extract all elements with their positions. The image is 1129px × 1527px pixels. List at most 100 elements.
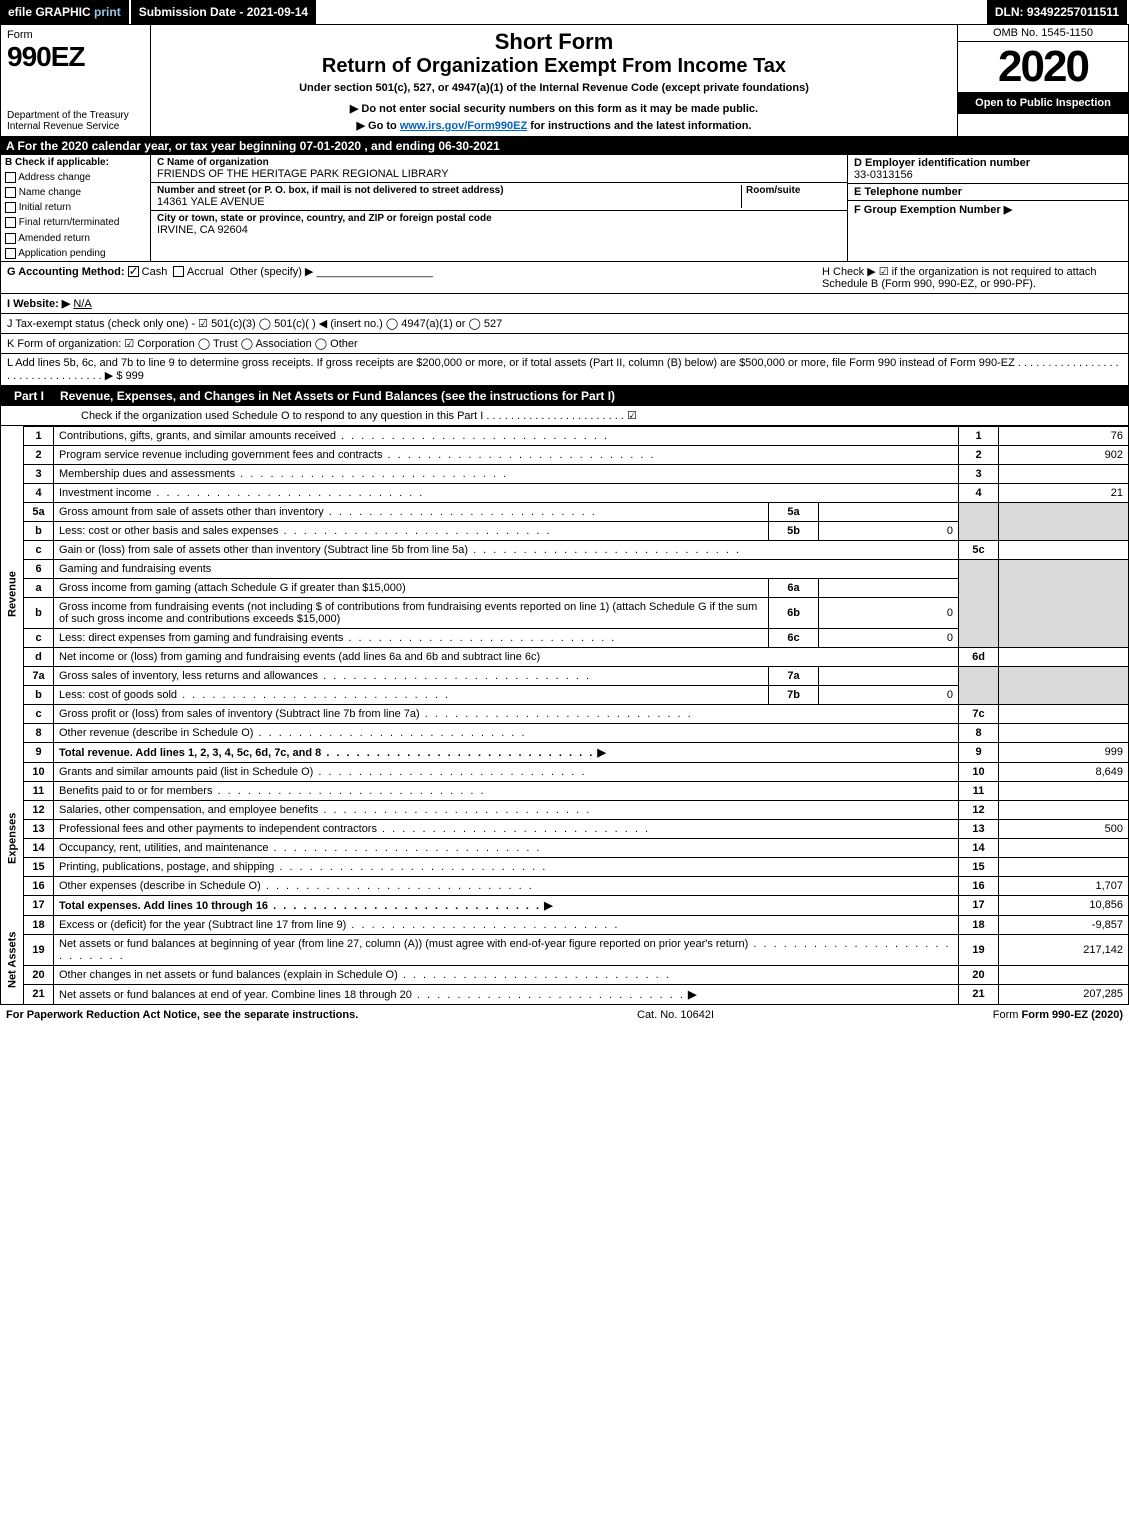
chk-amended-return[interactable]: Amended return xyxy=(1,231,150,246)
e11-amt xyxy=(999,781,1129,800)
r6b-d: Gross income from fundraising events (no… xyxy=(54,597,769,628)
box-b-title: B Check if applicable: xyxy=(1,155,150,170)
r6-greyamt xyxy=(999,559,1129,647)
part1-header: Part I Revenue, Expenses, and Changes in… xyxy=(0,386,1129,406)
r5a-d: Gross amount from sale of assets other t… xyxy=(54,502,769,521)
page-footer: For Paperwork Reduction Act Notice, see … xyxy=(0,1005,1129,1025)
irs-label: Internal Revenue Service xyxy=(7,121,144,132)
r7b-sv: 0 xyxy=(819,685,959,704)
e16-ln: 16 xyxy=(959,876,999,895)
r5c-n: c xyxy=(24,540,54,559)
chk-address-change[interactable]: Address change xyxy=(1,170,150,185)
r6d-n: d xyxy=(24,647,54,666)
r4-ln: 4 xyxy=(959,483,999,502)
r7c-n: c xyxy=(24,704,54,723)
header-right: OMB No. 1545-1150 2020 Open to Public In… xyxy=(958,25,1128,136)
n18-d: Excess or (deficit) for the year (Subtra… xyxy=(54,915,959,934)
print-link[interactable]: print xyxy=(94,5,121,19)
e11-d: Benefits paid to or for members xyxy=(54,781,959,800)
line-i: I Website: ▶ N/A xyxy=(0,294,1129,314)
r7a-n: 7a xyxy=(24,666,54,685)
submission-date: Submission Date - 2021-09-14 xyxy=(131,0,318,24)
e14-n: 14 xyxy=(24,838,54,857)
r6d-d: Net income or (loss) from gaming and fun… xyxy=(54,647,959,666)
r5-greyamt xyxy=(999,502,1129,540)
chk-name-change[interactable]: Name change xyxy=(1,185,150,200)
n18-ln: 18 xyxy=(959,915,999,934)
form-number: 990EZ xyxy=(7,41,144,73)
r5c-ln: 5c xyxy=(959,540,999,559)
n19-n: 19 xyxy=(24,934,54,965)
org-name-label: C Name of organization xyxy=(157,157,841,168)
r8-amt xyxy=(999,723,1129,742)
line-h: H Check ▶ ☑ if the organization is not r… xyxy=(822,265,1122,290)
irs-link[interactable]: www.irs.gov/Form990EZ xyxy=(400,120,527,132)
e15-n: 15 xyxy=(24,857,54,876)
e12-amt xyxy=(999,800,1129,819)
r9-ln: 9 xyxy=(959,742,999,762)
chk-initial-return[interactable]: Initial return xyxy=(1,200,150,215)
r6-greybox xyxy=(959,559,999,647)
chk-final-return[interactable]: Final return/terminated xyxy=(1,215,150,230)
form-label: Form xyxy=(7,29,144,41)
r9-amt: 999 xyxy=(999,742,1129,762)
ein-value: 33-0313156 xyxy=(854,169,1122,181)
r7c-ln: 7c xyxy=(959,704,999,723)
r6c-d: Less: direct expenses from gaming and fu… xyxy=(54,628,769,647)
e13-d: Professional fees and other payments to … xyxy=(54,819,959,838)
r7a-sv xyxy=(819,666,959,685)
netassets-side-label: Net Assets xyxy=(1,915,24,1004)
r6-n: 6 xyxy=(24,559,54,578)
e14-ln: 14 xyxy=(959,838,999,857)
r1-ln: 1 xyxy=(959,426,999,445)
r3-n: 3 xyxy=(24,464,54,483)
box-c: C Name of organization FRIENDS OF THE HE… xyxy=(151,155,848,261)
r2-amt: 902 xyxy=(999,445,1129,464)
n19-amt: 217,142 xyxy=(999,934,1129,965)
e11-ln: 11 xyxy=(959,781,999,800)
org-name: FRIENDS OF THE HERITAGE PARK REGIONAL LI… xyxy=(157,168,841,180)
goto-post: for instructions and the latest informat… xyxy=(527,120,751,132)
r6a-sb: 6a xyxy=(769,578,819,597)
r7c-amt xyxy=(999,704,1129,723)
return-title: Return of Organization Exempt From Incom… xyxy=(161,55,947,78)
r6c-sv: 0 xyxy=(819,628,959,647)
r8-n: 8 xyxy=(24,723,54,742)
footer-left: For Paperwork Reduction Act Notice, see … xyxy=(6,1009,358,1021)
r3-amt xyxy=(999,464,1129,483)
r7b-sb: 7b xyxy=(769,685,819,704)
n21-amt: 207,285 xyxy=(999,984,1129,1004)
top-bar: efile GRAPHIC print Submission Date - 20… xyxy=(0,0,1129,24)
chk-cash[interactable] xyxy=(128,266,139,277)
e17-n: 17 xyxy=(24,895,54,915)
e15-d: Printing, publications, postage, and shi… xyxy=(54,857,959,876)
e12-d: Salaries, other compensation, and employ… xyxy=(54,800,959,819)
r7-greyamt xyxy=(999,666,1129,704)
r5b-sb: 5b xyxy=(769,521,819,540)
open-inspection: Open to Public Inspection xyxy=(958,92,1128,114)
i-label: I Website: ▶ xyxy=(7,298,70,310)
e16-amt: 1,707 xyxy=(999,876,1129,895)
r7b-n: b xyxy=(24,685,54,704)
e17-ln: 17 xyxy=(959,895,999,915)
street-value: 14361 YALE AVENUE xyxy=(157,196,741,208)
r6a-sv xyxy=(819,578,959,597)
line-g-h: G Accounting Method: Cash Accrual Other … xyxy=(0,262,1129,294)
chk-accrual[interactable] xyxy=(173,266,184,277)
r6b-n: b xyxy=(24,597,54,628)
r2-n: 2 xyxy=(24,445,54,464)
part1-check: Check if the organization used Schedule … xyxy=(0,406,1129,426)
n18-amt: -9,857 xyxy=(999,915,1129,934)
n21-n: 21 xyxy=(24,984,54,1004)
header-center: Short Form Return of Organization Exempt… xyxy=(151,25,958,136)
r2-ln: 2 xyxy=(959,445,999,464)
chk-application-pending[interactable]: Application pending xyxy=(1,246,150,261)
e14-amt xyxy=(999,838,1129,857)
city-value: IRVINE, CA 92604 xyxy=(157,224,841,236)
e16-n: 16 xyxy=(24,876,54,895)
website-value: N/A xyxy=(73,298,91,310)
r6d-amt xyxy=(999,647,1129,666)
r5c-amt xyxy=(999,540,1129,559)
n21-ln: 21 xyxy=(959,984,999,1004)
entity-info: B Check if applicable: Address change Na… xyxy=(0,155,1129,262)
